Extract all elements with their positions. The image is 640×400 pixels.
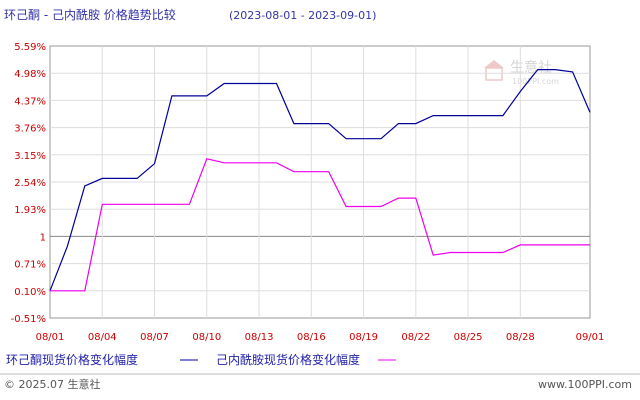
watermark-logo: 生意社 100PPI.com	[484, 59, 559, 86]
y-tick-label: 3.15%	[14, 151, 46, 162]
series	[49, 68, 591, 292]
x-tick-label: 08/25	[454, 332, 483, 343]
series-line-1	[50, 158, 590, 292]
y-tick-label: 5.59%	[14, 42, 46, 53]
x-tick-label: 08/07	[140, 332, 169, 343]
y-tick-label: 1	[40, 232, 46, 243]
x-tick-label: 08/01	[36, 332, 65, 343]
y-tick-label: 3.76%	[14, 124, 46, 135]
grid	[50, 46, 590, 318]
legend-label-0: 环己酮现货价格变化幅度	[6, 352, 138, 367]
x-tick-label: 08/16	[297, 332, 326, 343]
legend-label-1: 己内酰胺现货价格变化幅度	[216, 352, 360, 367]
x-tick-label: 08/04	[88, 332, 117, 343]
x-tick-label: 08/13	[245, 332, 274, 343]
y-tick-label: 4.98%	[14, 69, 46, 80]
y-axis-ticks: 5.59% 4.98% 4.37% 3.76% 3.15% 2.54% 1.93% 1 0.71…	[11, 42, 46, 325]
x-tick-label: 08/28	[506, 332, 535, 343]
watermark-house-body	[485, 67, 503, 81]
x-axis-ticks: 08/01 08/04 08/07 08/10 08/13 08/16 08/19 08/22…	[36, 332, 605, 343]
legend: 环己酮现货价格变化幅度 己内酰胺现货价格变化幅度	[6, 352, 396, 367]
footer-site: www.100PPI.com	[538, 378, 632, 391]
y-tick-label: -0.51%	[11, 314, 46, 325]
x-tick-label: 08/10	[192, 332, 221, 343]
chart-title: 环己酮 - 己内酰胺 价格趋势比较	[4, 7, 176, 22]
y-tick-label: 0.71%	[14, 260, 46, 271]
y-tick-label: 2.54%	[14, 178, 46, 189]
footer-copyright: © 2025.07 生意社	[4, 377, 100, 391]
series-line-0	[49, 68, 591, 292]
x-tick-label: 08/22	[401, 332, 430, 343]
watermark-house-icon	[484, 60, 504, 68]
x-tick-label: 09/01	[576, 332, 605, 343]
watermark-url: 100PPI.com	[512, 77, 559, 86]
y-tick-label: 0.10%	[14, 287, 46, 298]
chart-date-range: (2023-08-01 - 2023-09-01)	[229, 9, 376, 22]
y-tick-label: 4.37%	[14, 96, 46, 107]
x-tick-label: 08/19	[349, 332, 378, 343]
y-tick-label: 1.93%	[14, 205, 46, 216]
